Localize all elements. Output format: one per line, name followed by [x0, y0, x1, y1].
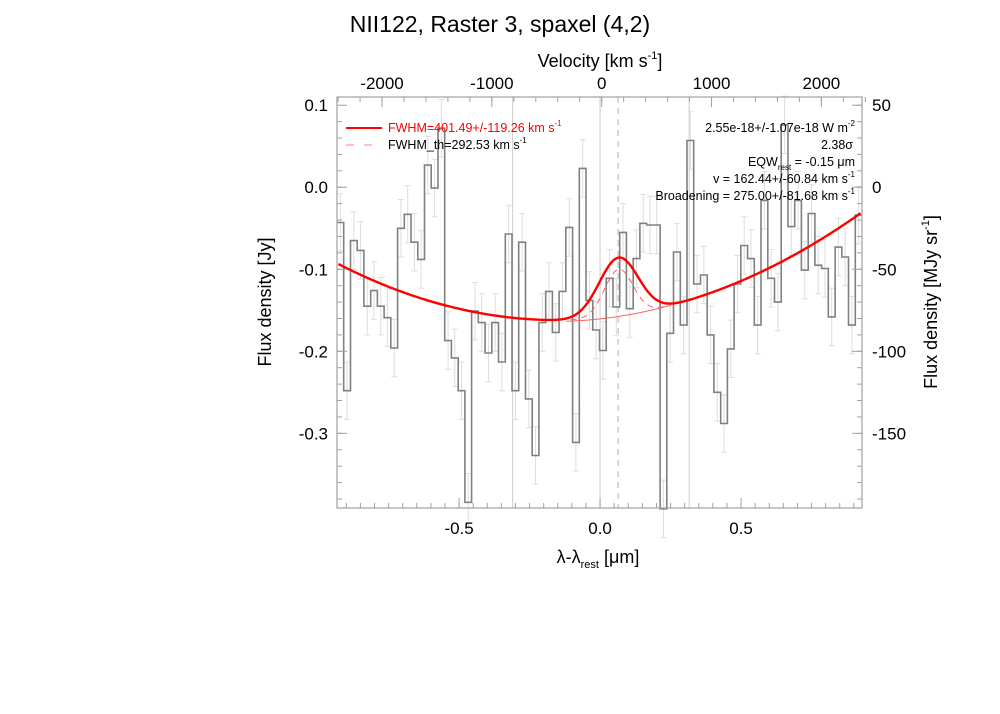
plot-area: -0.5 0.0 0.5-2000 -1000 0 1000 20000.10.0-0.1-… — [299, 74, 906, 539]
y-tick-label: -0.3 — [299, 424, 328, 443]
y-tick-label: -0.2 — [299, 342, 328, 361]
right-y-axis-label: Flux density [MJy sr-1] — [920, 215, 941, 389]
velocity-tick-label: 1000 — [693, 74, 731, 93]
right-y-tick-label: -100 — [872, 342, 906, 361]
chart-title: NII122, Raster 3, spaxel (4,2) — [350, 11, 650, 37]
plot-frame — [336, 96, 863, 509]
continuum-line — [566, 304, 671, 322]
legend-fwhm: FWHM=401.49+/-119.26 km s-1 — [388, 119, 562, 135]
right-y-tick-label: 0 — [872, 178, 881, 197]
x-tick-label: -0.5 — [444, 519, 473, 538]
fit-annotations: 2.55e-18+/-1.07e-18 W m-2 2.38σ EQWrest … — [655, 119, 855, 203]
annotation-velocity: v = 162.44+/-60.84 km s-1 — [713, 170, 855, 186]
right-y-tick-label: -50 — [872, 260, 897, 279]
velocity-tick-label: 0 — [597, 74, 606, 93]
y-tick-label: 0.0 — [304, 178, 328, 197]
y-tick-label: 0.1 — [304, 96, 328, 115]
x-tick-label: 0.5 — [729, 519, 753, 538]
fit-curve — [337, 212, 862, 322]
spectrum-line — [337, 124, 862, 510]
x-axis-label: λ-λrest [μm] — [557, 547, 640, 571]
velocity-tick-label: -2000 — [360, 74, 403, 93]
velocity-tick-label: 2000 — [802, 74, 840, 93]
x-tick-label: 0.0 — [588, 519, 612, 538]
annotation-flux: 2.55e-18+/-1.07e-18 W m-2 — [705, 119, 855, 135]
top-axis-label: Velocity [km s-1] — [538, 50, 663, 71]
right-y-tick-label: -150 — [872, 424, 906, 443]
annotation-broadening: Broadening = 275.00+/-81.68 km s-1 — [655, 187, 855, 203]
legend: FWHM=401.49+/-119.26 km s-1 FWHM_th=292.… — [346, 119, 562, 152]
y-tick-label: -0.1 — [299, 260, 328, 279]
y-axis-label: Flux density [Jy] — [255, 237, 275, 366]
theoretical-line-profile — [570, 268, 667, 321]
annotation-sigma: 2.38σ — [821, 138, 853, 152]
velocity-tick-label: -1000 — [470, 74, 513, 93]
legend-fwhm-th: FWHM_th=292.53 km s-1 — [388, 136, 527, 152]
right-y-tick-label: 50 — [872, 96, 891, 115]
annotation-eqw: EQWrest = -0.15 μm — [748, 155, 855, 172]
